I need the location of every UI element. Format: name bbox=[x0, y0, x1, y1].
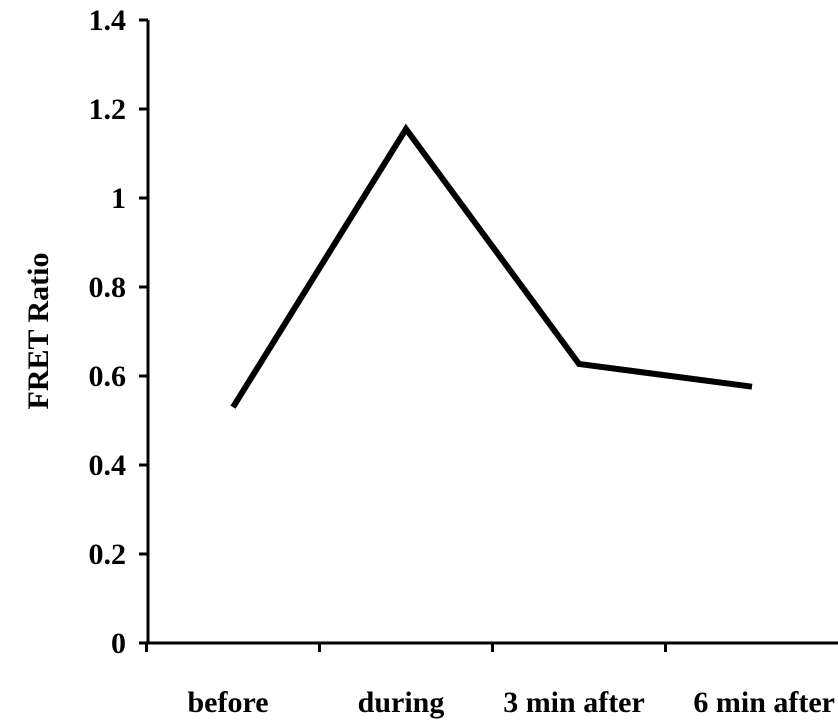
x-ticks: before during 3 min after 6 min after bbox=[145, 643, 835, 719]
series-line bbox=[230, 123, 753, 409]
y-tick-label: 0.4 bbox=[89, 449, 127, 482]
y-tick-label: 1 bbox=[111, 182, 126, 215]
series-layer bbox=[230, 123, 753, 409]
y-tick-label: 0.8 bbox=[89, 271, 127, 304]
y-tick-label: 1.4 bbox=[89, 4, 127, 37]
x-tick-label: 3 min after bbox=[503, 686, 645, 719]
axes bbox=[146, 20, 838, 645]
y-tick-label: 0 bbox=[111, 627, 126, 660]
x-tick-label: before bbox=[187, 686, 268, 719]
x-tick-label: during bbox=[358, 686, 445, 719]
y-tick-label: 0.2 bbox=[89, 538, 127, 571]
y-axis-title: FRET Ratio bbox=[22, 253, 55, 410]
y-tick-label: 0.6 bbox=[89, 360, 127, 393]
x-tick-label: 6 min after bbox=[693, 686, 835, 719]
y-ticks: 0 0.2 0.4 0.6 0.8 1 1.2 1.4 bbox=[89, 4, 148, 660]
y-tick-label: 1.2 bbox=[89, 93, 127, 126]
